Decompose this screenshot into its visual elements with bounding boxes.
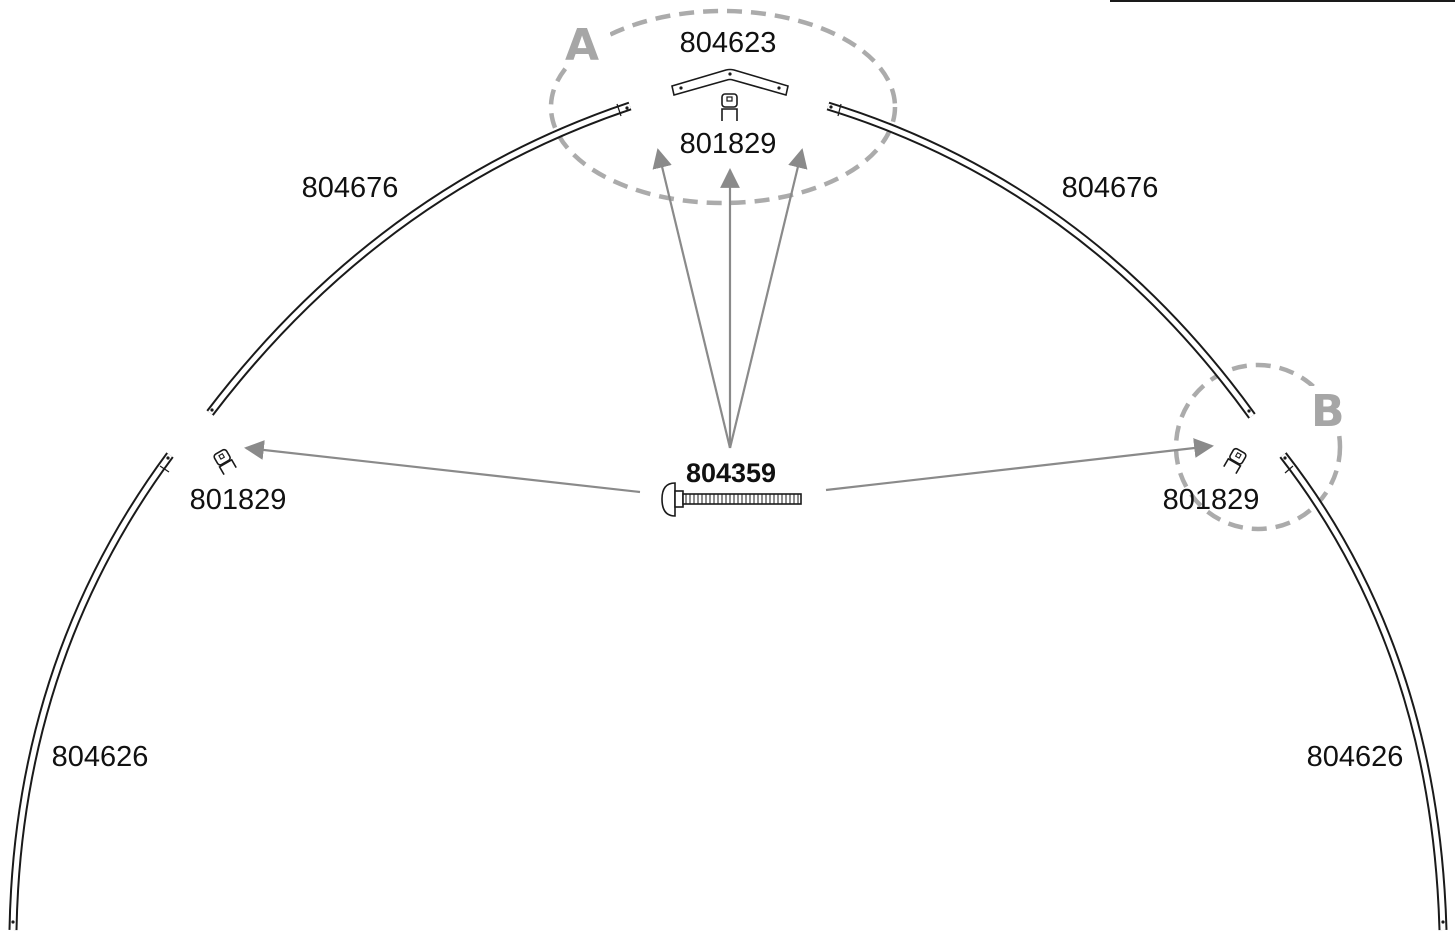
lower-right-tube	[1279, 452, 1448, 931]
label-clip-right: 801829	[1163, 484, 1260, 516]
carriage-bolt-part	[661, 482, 802, 517]
upper-left-tube	[206, 101, 632, 416]
clip-right-part	[1223, 447, 1247, 475]
bolt-arrows	[244, 148, 1214, 494]
label-upper-right-tube: 804676	[1062, 172, 1159, 204]
clip-left-part	[213, 448, 237, 476]
callout-b-letter: B	[1311, 386, 1345, 437]
upper-right-tube	[826, 101, 1256, 419]
label-upper-left-tube: 804676	[302, 172, 399, 204]
clip-top-part	[721, 93, 738, 121]
callout-b-ring	[1173, 362, 1343, 532]
label-lower-left-tube: 804626	[52, 741, 149, 773]
label-top-bracket: 804623	[680, 27, 777, 59]
callout-a-ring	[548, 8, 898, 206]
top-bracket-part	[671, 68, 789, 97]
label-lower-right-tube: 804626	[1307, 741, 1404, 773]
label-clip-left: 801829	[190, 484, 287, 516]
label-clip-top: 801829	[680, 128, 777, 160]
lower-left-tube	[8, 452, 174, 931]
callout-a-letter: A	[565, 20, 599, 71]
label-bolt: 804359	[686, 458, 776, 488]
